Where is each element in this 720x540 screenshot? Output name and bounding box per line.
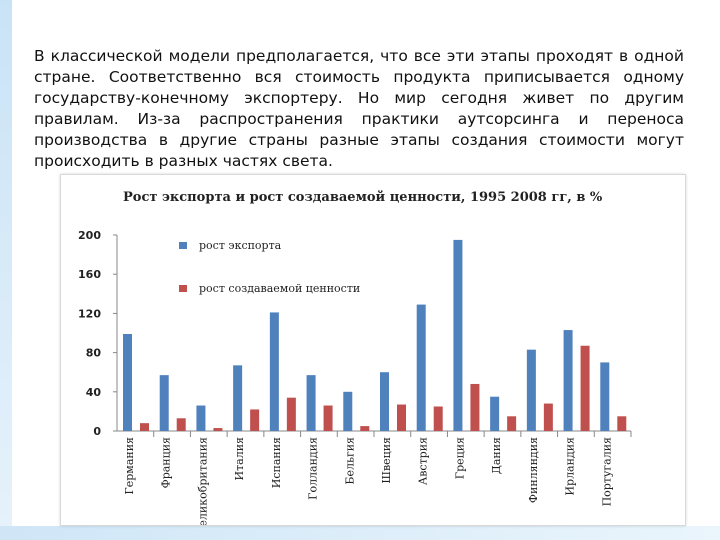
background-accent-left — [0, 0, 12, 540]
x-category-label: Великобритания — [196, 437, 209, 525]
x-category-label: Франция — [160, 437, 173, 488]
y-tick-label: 80 — [86, 347, 102, 360]
bar-value-added — [140, 423, 149, 431]
bar-export — [380, 372, 389, 431]
x-category-label: Португалия — [600, 437, 613, 506]
x-category-label: Бельгия — [343, 437, 356, 485]
y-tick-label: 40 — [86, 386, 102, 399]
x-category-label: Ирландия — [564, 437, 577, 496]
x-category-label: Австрия — [417, 437, 430, 485]
legend-label: рост создаваемой ценности — [199, 282, 360, 295]
x-category-label: Голландия — [307, 437, 320, 500]
y-tick-label: 120 — [78, 307, 101, 320]
bar-value-added — [580, 345, 590, 431]
x-category-label: Греция — [453, 437, 466, 479]
y-tick-label: 200 — [78, 229, 101, 242]
bar-export — [123, 333, 132, 431]
legend-label: рост экспорта — [199, 239, 282, 252]
bar-value-added — [286, 397, 296, 431]
bar-value-added — [176, 418, 186, 431]
bar-export — [233, 365, 243, 431]
bar-chart: Рост экспорта и рост создаваемой ценност… — [78, 190, 632, 525]
bar-export — [269, 312, 279, 431]
bar-export — [453, 239, 463, 431]
legend-swatch — [179, 285, 187, 292]
bar-export — [306, 375, 316, 431]
bar-value-added — [543, 403, 553, 431]
y-tick-label: 0 — [93, 425, 101, 438]
bar-value-added — [360, 426, 370, 431]
bar-value-added — [617, 416, 627, 431]
bar-value-added — [397, 404, 406, 431]
bar-export — [600, 362, 610, 431]
bar-value-added — [250, 409, 260, 431]
bar-export — [196, 405, 206, 431]
x-category-label: Швеция — [380, 437, 393, 484]
bar-export — [159, 375, 169, 431]
bar-export — [526, 349, 536, 431]
x-category-label: Финляндия — [527, 437, 540, 503]
bar-export — [343, 391, 353, 431]
bar-export — [490, 396, 500, 431]
legend-swatch — [179, 242, 187, 249]
x-category-label: Испания — [270, 437, 283, 488]
bar-export — [563, 330, 573, 431]
y-tick-label: 160 — [78, 268, 101, 281]
bar-value-added — [470, 383, 480, 431]
chart-title: Рост экспорта и рост создаваемой ценност… — [123, 190, 603, 205]
bar-value-added — [433, 406, 443, 431]
x-category-label: Германия — [123, 437, 136, 495]
bar-export — [416, 304, 426, 431]
x-category-label: Дания — [490, 437, 503, 474]
background-accent-bottom — [0, 526, 720, 540]
bar-value-added — [213, 428, 223, 431]
intro-paragraph: В классической модели предполагается, чт… — [34, 46, 684, 170]
bar-value-added — [323, 405, 333, 431]
chart-panel: Рост экспорта и рост создаваемой ценност… — [60, 174, 686, 526]
bar-value-added — [507, 416, 517, 431]
x-category-label: Италия — [233, 437, 246, 481]
